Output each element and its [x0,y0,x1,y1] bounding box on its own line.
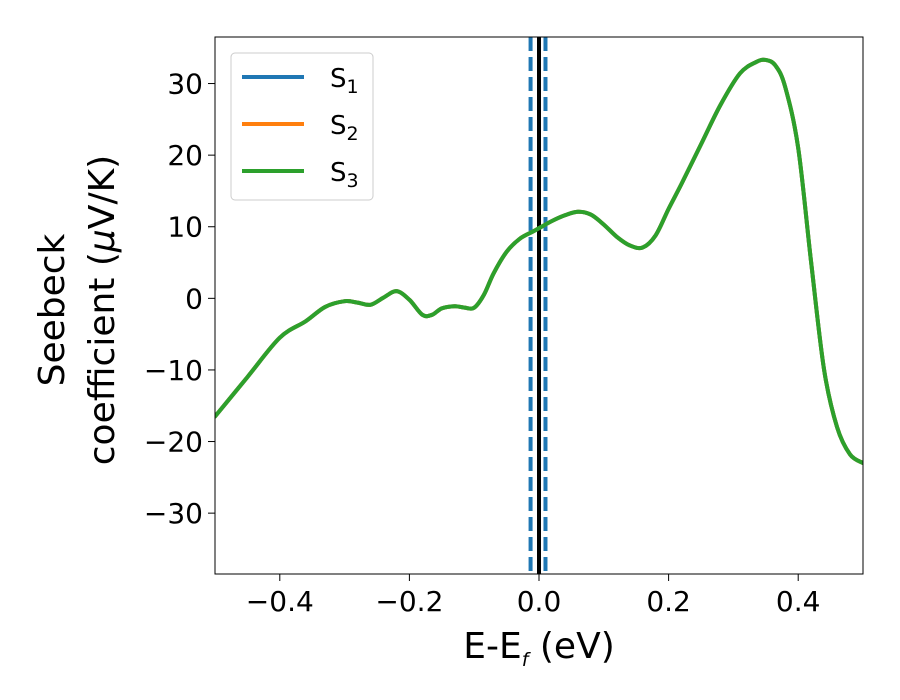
series-line-s3 [215,57,863,466]
legend: S1 S2 S3 [230,52,374,201]
y-tick-label: −30 [144,497,203,530]
legend-label-s3-sub: 3 [347,170,359,192]
x-tick-label: 0.2 [646,585,691,618]
x-axis-title: E-Ef (eV) [463,626,615,671]
y-axis-title-mu: μ [82,229,123,253]
x-tick-label: 0.4 [776,585,821,618]
y-axis-title-line2-suffix: V/K) [82,155,123,229]
y-tick-label: 10 [167,211,203,244]
legend-label-s3-main: S [330,158,347,188]
y-axis-title-line2-main: coefficient ( [82,252,123,465]
legend-label-s1: S1 [330,64,359,98]
legend-label-s3: S3 [330,158,359,192]
y-axis-ticks: −30 −20 −10 0 10 20 30 [144,68,215,530]
y-axis-title-line2: coefficient (μV/K) [82,155,123,465]
legend-label-s1-main: S [330,64,347,94]
series-lines [215,57,863,466]
y-tick-label: 0 [185,282,203,315]
legend-box [230,52,374,201]
y-tick-label: −20 [144,426,203,459]
x-axis-ticks: −0.4 −0.2 0.0 0.2 0.4 [246,574,821,618]
y-tick-label: 20 [167,139,203,172]
x-axis-title-main: E-E [463,626,521,667]
reference-lines [528,37,548,574]
legend-label-s2-main: S [330,111,347,141]
y-axis-title-line1: Seebeck [32,233,73,386]
y-axis-title: Seebeck coefficient (μV/K) [32,155,123,465]
x-tick-label: 0.0 [517,585,562,618]
legend-label-s2: S2 [330,111,359,145]
x-tick-label: −0.2 [375,585,443,618]
y-tick-label: 30 [167,68,203,101]
x-tick-label: −0.4 [246,585,314,618]
x-axis-title-sub: f [522,649,532,671]
x-axis-title-suffix: (eV) [528,626,614,667]
legend-label-s1-sub: 1 [347,76,359,98]
y-tick-label: −10 [144,354,203,387]
legend-label-s2-sub: 2 [347,123,359,145]
